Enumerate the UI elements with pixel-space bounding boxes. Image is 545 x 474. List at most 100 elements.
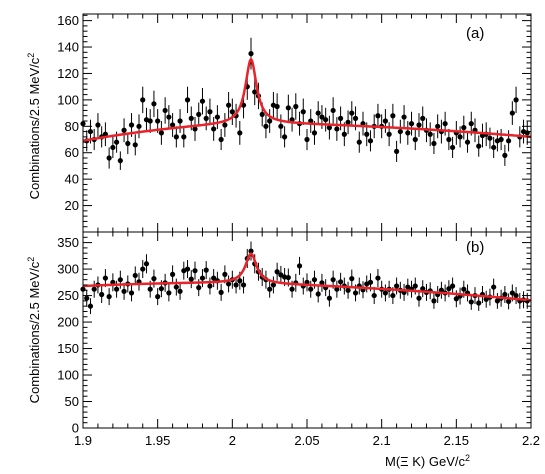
panel-a-data-point (196, 111, 202, 118)
panel-a-y-axis-title: Combinations/2.5 MeV/c2 (26, 53, 42, 200)
panel-a-data-point (125, 140, 131, 147)
panel-b-data-point (494, 298, 500, 304)
panel-b-x-tick-label: 2 (229, 433, 236, 448)
panel-b-data-point (274, 269, 280, 275)
panel-a-data-point (405, 130, 411, 136)
panel-b-data-point (431, 298, 437, 304)
panel-a-data-point (132, 142, 138, 148)
panel-b-data-point (102, 275, 108, 281)
panel-b-data-point (330, 277, 336, 283)
panel-a-data-point (513, 97, 519, 103)
panel-b-data-point (84, 295, 90, 301)
panel-b-x-tick-label: 2.05 (294, 433, 319, 448)
panel-b-y-axis-title: Combinations/2.5 MeV/c2 (26, 257, 42, 404)
panel-b-data-point (218, 289, 224, 295)
panel-b-data-point (296, 263, 303, 269)
panel-b-data-point (106, 294, 112, 300)
panel-a-data-point (468, 121, 474, 127)
panel-b-data-point (502, 291, 508, 298)
panel-b-label: (b) (466, 239, 484, 256)
panel-b-data-point (390, 292, 396, 299)
panel-b-y-tick-label: 300 (57, 262, 79, 277)
panel-a-data-point (173, 134, 179, 140)
panel-a-data-point (345, 119, 351, 125)
panel-a-data-point (446, 136, 452, 143)
panel-a-label: (a) (466, 25, 484, 42)
panel-a-data-point (427, 131, 433, 137)
panel-b-data-point (285, 274, 291, 281)
panel-a-data-point (117, 158, 123, 164)
panel-a-data-point (87, 128, 94, 135)
panel-a-data-point (214, 114, 220, 120)
panel-b-data-point (132, 272, 138, 279)
panel-b-data-point (450, 283, 456, 289)
panel-a-data-point (274, 103, 280, 110)
panel-a-data-point (106, 155, 112, 161)
panel-b-data-point (226, 281, 232, 287)
panel-a-data-point (401, 114, 407, 120)
panel-b-x-tick-label: 1.95 (145, 433, 170, 448)
panel-b-data-point (334, 286, 340, 292)
panel-b-y-tick-label: 200 (57, 315, 79, 330)
panel-a-data-point (464, 139, 471, 145)
panel-a-data-point (170, 122, 176, 128)
panel-b-data-point (308, 286, 314, 292)
panel-b-data-point (177, 288, 183, 294)
panel-b-data-point (170, 271, 176, 277)
panel-a-data-point (203, 115, 209, 121)
panel-a-data-point (326, 125, 332, 131)
panel-b-data-point (446, 286, 452, 292)
panel-a-data-point (338, 115, 344, 121)
panel-a-data-point (386, 131, 392, 137)
panel-b-data-point (91, 286, 97, 292)
panel-a-data-point (226, 102, 232, 108)
panel-b-data-point (199, 275, 206, 281)
panel-a-data-point (461, 125, 467, 131)
panel-a-data-point (121, 127, 127, 133)
panel-a-data-point (207, 109, 213, 115)
panel-b-data-point (289, 286, 295, 292)
panel-a-data-point (199, 98, 206, 104)
panel-b-data-point (394, 283, 400, 289)
panel-a-y-tick-label: 80 (65, 119, 79, 134)
panel-a-data-point (487, 135, 493, 141)
panel-a-data-point (394, 148, 400, 155)
panel-a-data-point (349, 110, 355, 116)
panel-a-data-point (506, 138, 512, 144)
panel-b-data-point (155, 294, 161, 300)
panel-b-data-point (319, 280, 325, 286)
panel-b-data-point (509, 290, 515, 296)
panel-a-data-point (166, 114, 172, 120)
panel-b-data-point (99, 291, 105, 298)
panel-a-data-point (229, 109, 235, 115)
panel-a-data-point (147, 118, 153, 124)
panel-a-data-point (442, 121, 448, 127)
panel-b-data-point (87, 303, 94, 309)
panel-a-data-point (308, 118, 314, 124)
panel-b-data-point (203, 267, 209, 273)
panel-a-data-point (509, 110, 515, 116)
panel-b-data-point (315, 291, 321, 297)
panel-b-data-point (240, 282, 247, 288)
panel-b-data-point (222, 271, 228, 277)
panel-b-data-point (121, 288, 127, 294)
panel-a-data-point (155, 118, 161, 124)
panel-b-data-point (461, 286, 467, 292)
panel-a-data-point (300, 109, 306, 115)
panel-a-data-point (502, 152, 508, 158)
panel-a-data-point (128, 122, 135, 128)
panel-a-data-point (278, 123, 284, 129)
panel-b-data-point (468, 299, 474, 305)
panel-b-data-point (513, 292, 519, 299)
panel-b-data-point (207, 283, 213, 289)
panel-b-data-point (128, 290, 135, 296)
panel-b-data-point (248, 248, 254, 254)
panel-a-data-point (341, 131, 347, 137)
panel-a-data-point (382, 118, 388, 124)
panel-a-data-point (416, 122, 422, 128)
panel-a-data-point (263, 123, 269, 129)
panel-b-data-point (151, 276, 157, 282)
panel-a-data-point (181, 134, 187, 140)
panel-b-data-point (147, 286, 153, 292)
